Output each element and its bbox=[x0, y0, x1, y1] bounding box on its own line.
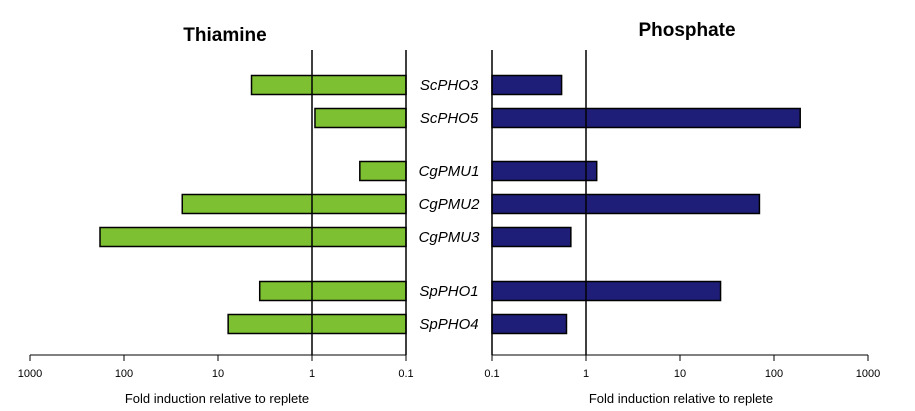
gene-label-cgpmu3: CgPMU3 bbox=[419, 229, 481, 246]
thiamine-title: Thiamine bbox=[183, 25, 266, 46]
gene-label-sppho4: SpPHO4 bbox=[419, 316, 478, 333]
thiamine-panel: Thiamine 1000 100 10 1 0.1 Fold induction re… bbox=[18, 25, 414, 406]
phosphate-bar-cgpmu2 bbox=[491, 193, 761, 215]
phosphate-bar-sppho4 bbox=[491, 313, 568, 335]
thiamine-bar-scpho5 bbox=[314, 107, 407, 129]
thiamine-bar-sppho4 bbox=[227, 313, 407, 335]
phosphate-panel: Phosphate 0.1 1 10 100 1000 Fold induction r… bbox=[484, 20, 880, 406]
phosphate-tick-label: 1000 bbox=[856, 368, 880, 380]
thiamine-tick-label: 1000 bbox=[18, 368, 42, 380]
gene-label-cgpmu2: CgPMU2 bbox=[419, 196, 481, 213]
phosphate-bar-cgpmu3 bbox=[491, 226, 572, 248]
thiamine-tick-label: 1 bbox=[309, 368, 315, 380]
thiamine-tick-label: 0.1 bbox=[398, 368, 413, 380]
gene-label-scpho3: ScPHO3 bbox=[420, 77, 479, 94]
gene-label-cgpmu1: CgPMU1 bbox=[419, 163, 480, 180]
phosphate-bar-scpho5 bbox=[491, 107, 801, 129]
thiamine-bar-scpho3 bbox=[250, 74, 407, 96]
phosphate-tick-label: 1 bbox=[583, 368, 589, 380]
phosphate-tick-label: 0.1 bbox=[484, 368, 499, 380]
gene-label-sppho1: SpPHO1 bbox=[419, 283, 478, 300]
thiamine-tick-label: 100 bbox=[115, 368, 133, 380]
gene-labels: ScPHO3 ScPHO5 CgPMU1 CgPMU2 CgPMU3 SpPHO1 SpPH… bbox=[419, 77, 481, 333]
phosphate-tick-label: 100 bbox=[765, 368, 783, 380]
thiamine-bar-cgpmu3 bbox=[99, 226, 407, 248]
phosphate-tick-label: 10 bbox=[674, 368, 686, 380]
phosphate-bar-sppho1 bbox=[491, 280, 722, 302]
phosphate-title: Phosphate bbox=[638, 20, 735, 41]
thiamine-bar-cgpmu2 bbox=[181, 193, 407, 215]
thiamine-tick-label: 10 bbox=[212, 368, 224, 380]
thiamine-bar-cgpmu1 bbox=[359, 160, 407, 182]
phosphate-bar-cgpmu1 bbox=[491, 160, 598, 182]
gene-label-scpho5: ScPHO5 bbox=[420, 110, 479, 127]
thiamine-bar-sppho1 bbox=[258, 280, 407, 302]
phosphate-x-axis-label: Fold induction relative to replete bbox=[589, 391, 773, 406]
thiamine-x-axis-label: Fold induction relative to replete bbox=[125, 391, 309, 406]
phosphate-bar-scpho3 bbox=[491, 74, 563, 96]
